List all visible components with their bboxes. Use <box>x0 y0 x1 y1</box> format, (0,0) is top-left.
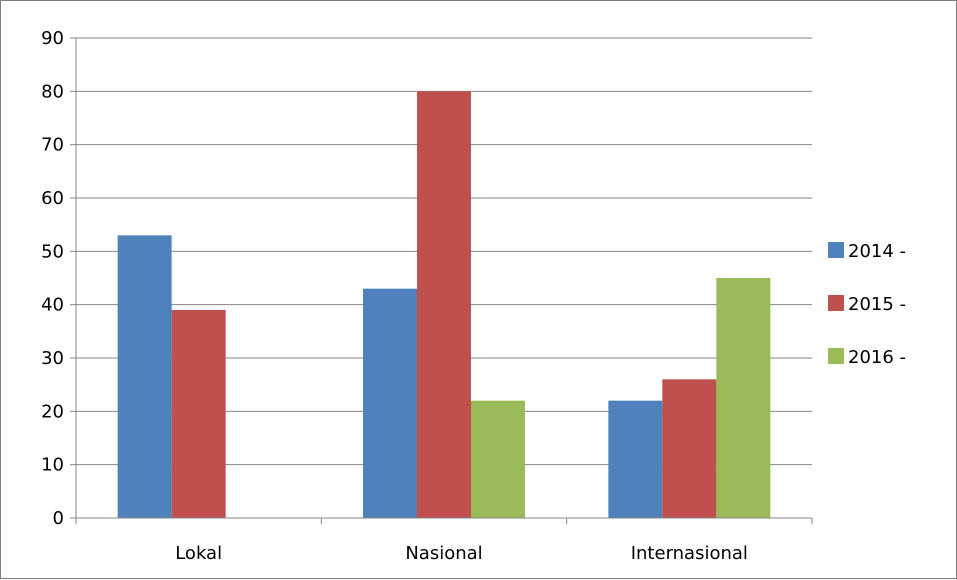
y-tick-label: 0 <box>53 508 64 529</box>
legend-label: 2016 - <box>848 347 906 368</box>
legend-swatch <box>828 348 844 364</box>
bar-2015-lokal <box>171 310 226 518</box>
bar-2014-lokal <box>117 235 172 519</box>
bar-2016-nasional <box>471 400 525 518</box>
x-tick-label: Internasional <box>631 543 748 564</box>
y-tick-label: 20 <box>41 401 64 422</box>
legend-label: 2015 - <box>848 294 906 315</box>
y-tick-label: 30 <box>41 348 64 369</box>
legend-label: 2014 - <box>848 241 906 262</box>
y-tick-labels: 0 10 20 30 40 50 60 70 80 90 <box>41 28 64 529</box>
x-tick-labels: Lokal Nasional Internasional <box>175 543 748 564</box>
y-tick-label: 70 <box>41 135 64 156</box>
bar-2014-internasional <box>608 400 663 518</box>
y-tick-label: 40 <box>41 295 64 316</box>
legend-swatch <box>828 295 844 311</box>
y-tick-label: 90 <box>41 28 64 49</box>
bar-2014-nasional <box>363 288 417 518</box>
y-tick-label: 60 <box>41 188 64 209</box>
y-tick-label: 80 <box>41 81 64 102</box>
y-tick-label: 10 <box>41 455 64 476</box>
bar-2015-nasional <box>417 91 471 518</box>
bars <box>117 91 771 519</box>
legend-swatch <box>828 242 844 258</box>
y-tick-label: 50 <box>41 241 64 262</box>
legend: 2014 - 2015 - 2016 - <box>828 241 906 368</box>
x-tick-label: Lokal <box>175 543 222 564</box>
bar-2015-internasional <box>662 379 717 518</box>
axes <box>70 37 813 524</box>
x-tick-label: Nasional <box>405 543 482 564</box>
bar-2016-internasional <box>716 278 771 518</box>
